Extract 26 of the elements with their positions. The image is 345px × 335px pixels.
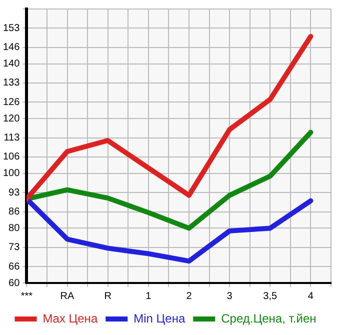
x-tick-label: *** [20,290,33,302]
y-tick-label: 100 [2,168,20,180]
x-tick-label: 3,5 [263,290,278,302]
y-tick-label: 126 [2,96,20,108]
y-tick-label: 133 [2,78,20,89]
y-tick-label: 153 [2,22,20,34]
legend-label: Сред.Цена, т.йен [221,311,316,326]
y-tick-label: 113 [4,132,20,144]
legend-label: Max Цена [42,311,98,326]
y-tick-label: 66 [8,261,20,272]
x-tick-label: 1 [146,290,152,302]
y-tick-label: 146 [2,42,20,54]
y-tick-label: 86 [8,206,20,218]
x-tick-label: 4 [308,290,314,302]
legend-label: Min Цена [134,311,186,326]
x-tick-label: R [104,290,112,302]
y-tick-label: 73 [8,242,20,254]
y-tick-label: 80 [8,222,20,234]
x-tick-label: 2 [186,290,192,302]
x-tick-label: RA [60,290,75,302]
x-tick-label: 3 [226,290,233,302]
y-tick-label: 140 [2,58,20,70]
y-tick-label: 120 [2,113,20,124]
y-tick-label: 106 [2,152,20,163]
y-tick-label: 93 [8,187,20,198]
y-tick-label: 60 [8,278,20,289]
